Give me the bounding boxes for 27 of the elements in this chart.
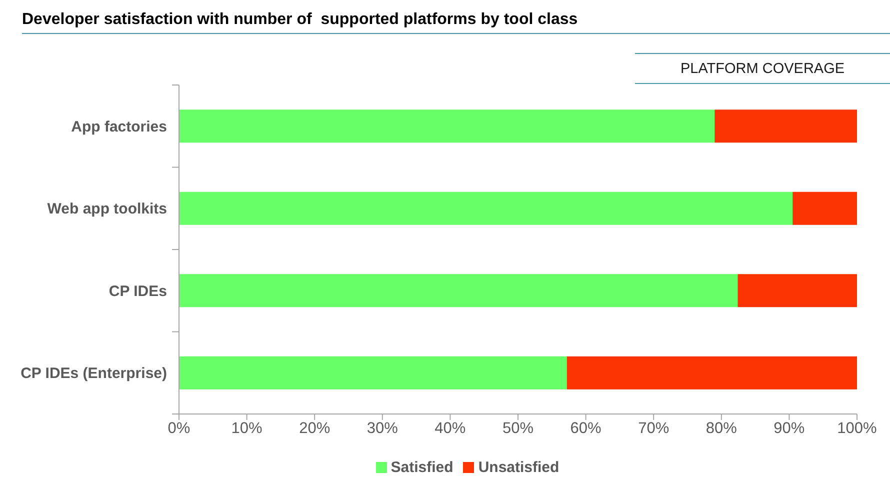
x-tick-label: 60% xyxy=(570,420,602,438)
legend-label: Satisfied xyxy=(390,459,454,476)
x-tick-label: 10% xyxy=(231,420,263,438)
y-tick-label: CP IDEs (Enterprise) xyxy=(20,365,167,382)
chart-title: Developer satisfaction with number of supported platforms by tool class xyxy=(22,11,578,29)
x-tick-label: 0% xyxy=(168,420,190,438)
x-tick-label: 40% xyxy=(434,420,466,438)
x-tick-label: 80% xyxy=(706,420,738,438)
x-tick-label: 70% xyxy=(638,420,670,438)
x-tick-label: 20% xyxy=(299,420,330,438)
bar xyxy=(566,356,857,390)
x-tick-label: 100% xyxy=(837,420,878,438)
bar xyxy=(179,356,567,390)
x-tick-label: 50% xyxy=(502,420,534,438)
y-tick-label: App factories xyxy=(71,118,167,136)
bar xyxy=(179,110,715,143)
bar xyxy=(179,192,793,225)
x-tick-label: 30% xyxy=(366,420,398,438)
bar xyxy=(738,274,857,308)
text: PLATFORM COVERAGE xyxy=(679,61,846,77)
x-tick-label: 90% xyxy=(774,420,805,438)
bar xyxy=(179,274,738,308)
y-tick-label: CP IDEs xyxy=(108,282,167,300)
bar xyxy=(714,110,857,143)
y-tick-label: Web app toolkits xyxy=(47,200,167,218)
bar xyxy=(792,192,857,225)
legend-label: Unsatisfied xyxy=(478,459,560,476)
